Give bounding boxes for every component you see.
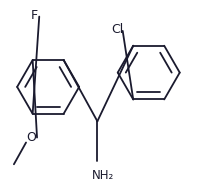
Text: F: F [31,9,38,22]
Text: NH₂: NH₂ [92,169,114,182]
Text: O: O [26,131,36,144]
Text: Cl: Cl [111,23,124,36]
